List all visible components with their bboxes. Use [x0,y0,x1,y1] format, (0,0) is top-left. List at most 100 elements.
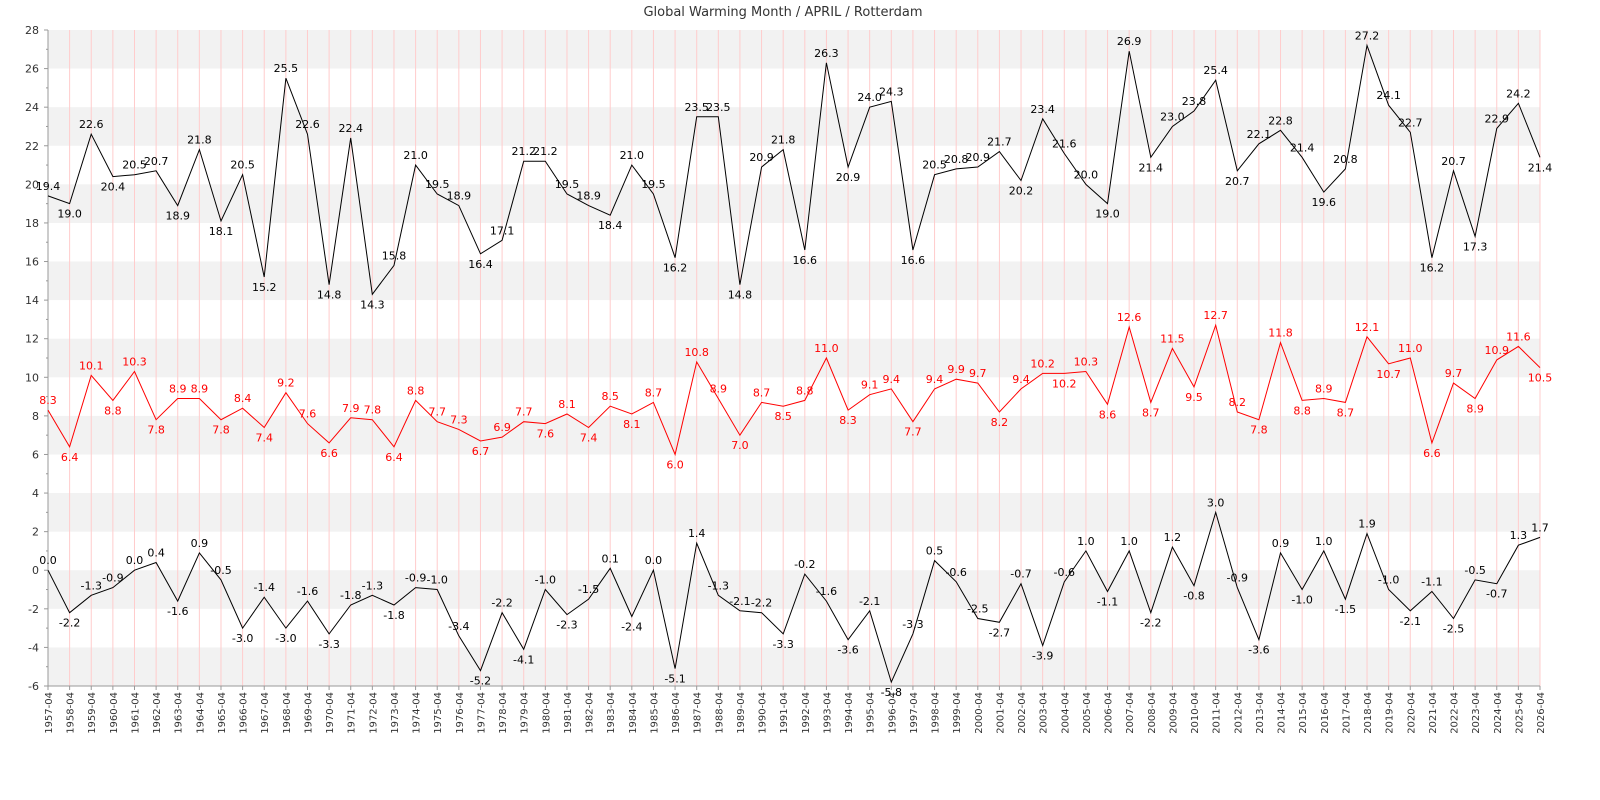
x-tick-label: 1981-04 [563,692,574,734]
data-label-max: 19.0 [1095,208,1120,221]
data-label-mean: 7.0 [731,439,749,452]
data-label-mean: 12.6 [1117,311,1142,324]
data-label-max: 23.5 [684,101,709,114]
data-label-max: 17.1 [490,224,515,237]
x-tick-label: 2002-04 [1017,692,1028,734]
x-tick-label: 1962-04 [152,692,163,734]
data-label-max: 21.4 [1528,161,1553,174]
data-label-min: -5.8 [881,686,902,699]
x-tick-label: 1983-04 [606,692,617,734]
data-label-mean: 10.3 [1074,356,1099,369]
data-label-mean: 10.3 [122,356,147,369]
data-label-mean: 7.4 [255,431,273,444]
data-label-mean: 10.9 [1485,344,1510,357]
x-tick-label: 2014-04 [1277,692,1288,734]
x-tick-label: 1998-04 [931,692,942,734]
data-label-min: -1.0 [535,574,556,587]
data-label-mean: 10.2 [1052,377,1077,390]
data-label-min: -2.7 [989,626,1010,639]
data-label-min: -1.5 [578,583,599,596]
x-tick-label: 1994-04 [844,692,855,734]
x-tick-label: 2009-04 [1168,692,1179,734]
data-label-mean: 7.9 [342,402,360,415]
x-tick-label: 1966-04 [239,692,250,734]
y-tick-label: 26 [25,63,39,76]
data-label-mean: 12.7 [1203,309,1228,322]
data-label-max: 20.9 [966,151,991,164]
x-tick-label: 1996-04 [887,692,898,734]
data-label-min: 0.1 [601,552,619,565]
x-tick-label: 2012-04 [1233,692,1244,734]
data-label-max: 24.1 [1376,89,1401,102]
y-tick-label: -2 [28,603,39,616]
data-label-min: -1.0 [1378,574,1399,587]
x-tick-label: 2011-04 [1212,692,1223,734]
x-tick-label: 1987-04 [693,692,704,734]
series-line-max [47,43,1541,296]
data-label-max: 21.4 [1139,161,1164,174]
data-label-mean: 11.0 [1398,342,1423,355]
data-label-max: 23.5 [706,101,731,114]
x-tick-label: 2023-04 [1471,692,1482,734]
data-label-max: 22.6 [295,118,320,131]
x-tick-label: 1971-04 [347,692,358,734]
data-label-min: -3.3 [318,638,339,651]
data-label-min: -3.6 [1248,644,1269,657]
x-tick-label: 1958-04 [66,692,77,734]
data-label-mean: 10.2 [1030,357,1055,370]
x-tick-label: 2019-04 [1385,692,1396,734]
data-label-mean: 7.8 [212,424,230,437]
data-label-max: 18.9 [447,190,472,203]
data-label-min: 1.0 [1077,535,1095,548]
x-tick-label: 2010-04 [1190,692,1201,734]
data-label-min: -1.6 [816,585,837,598]
data-label-min: -2.5 [967,602,988,615]
x-tick-label: 1999-04 [952,692,963,734]
data-label-mean: 8.7 [1337,406,1355,419]
data-label-min: -1.6 [167,605,188,618]
x-tick-label: 1974-04 [412,692,423,734]
data-label-max: 24.2 [1506,87,1531,100]
y-tick-label: 8 [32,410,39,423]
data-label-min: 0.0 [126,554,144,567]
data-label-min: -0.7 [1010,568,1031,581]
data-label-max: 14.8 [728,289,753,302]
data-label-max: 23.8 [1182,95,1207,108]
data-label-mean: 8.7 [753,386,771,399]
x-tick-label: 1985-04 [649,692,660,734]
data-label-min: -1.0 [1291,594,1312,607]
grid-band [48,30,1540,69]
y-tick-label: 20 [25,178,39,191]
data-label-max: 21.6 [1052,137,1077,150]
x-tick-label: 1973-04 [390,692,401,734]
data-label-max: 20.8 [944,153,969,166]
data-label-min: -2.1 [729,595,750,608]
data-label-min: -0.9 [102,572,123,585]
x-tick-label: 2021-04 [1428,692,1439,734]
data-label-min: -4.1 [513,653,534,666]
data-label-mean: 8.9 [169,383,187,396]
data-label-min: 1.7 [1531,521,1549,534]
data-label-max: 16.2 [1420,262,1445,275]
data-label-mean: 7.8 [364,404,382,417]
data-label-mean: 8.5 [774,410,792,423]
data-label-min: 1.0 [1120,535,1138,548]
data-label-mean: 8.6 [1099,408,1117,421]
grid-band [48,107,1540,146]
y-tick-label: 14 [25,294,39,307]
data-label-min: 1.3 [1510,529,1528,542]
data-label-max: 15.2 [252,281,277,294]
data-label-mean: 9.2 [277,377,295,390]
data-label-mean: 8.3 [39,394,57,407]
data-label-max: 20.5 [122,159,147,172]
data-label-min: -2.1 [859,595,880,608]
data-label-min: -2.5 [1443,622,1464,635]
series-line-mean [47,323,1541,457]
data-label-max: 20.7 [1225,175,1250,188]
data-label-min: -5.1 [664,673,685,686]
data-label-max: 21.2 [511,145,536,158]
data-label-mean: 9.7 [1445,367,1463,380]
data-label-max: 21.4 [1290,141,1315,154]
